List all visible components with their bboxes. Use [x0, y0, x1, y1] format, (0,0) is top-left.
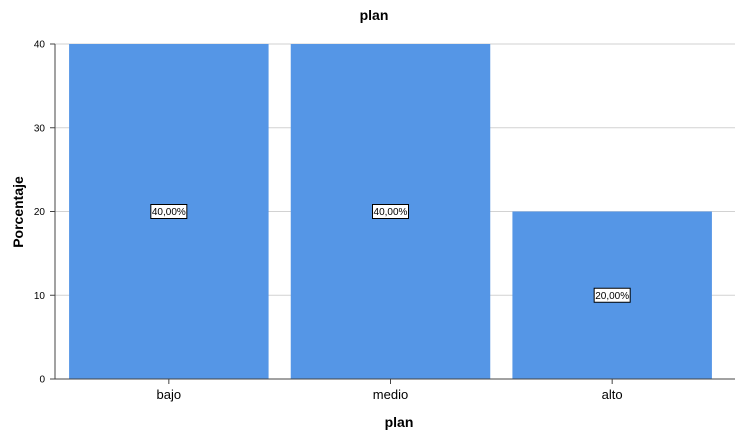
chart-title: plan	[360, 7, 389, 23]
data-label-text: 40,00%	[374, 207, 408, 218]
data-label: 20,00%	[593, 287, 631, 303]
y-axis-title: Porcentaje	[10, 176, 26, 248]
y-tick-label: 10	[34, 291, 46, 302]
data-label-box	[150, 204, 188, 219]
data-label-box	[593, 287, 631, 303]
data-label-text: 40,00%	[152, 207, 186, 218]
data-label: 40,00%	[372, 204, 409, 219]
x-axis-title: plan	[385, 414, 414, 430]
y-tick-label: 20	[34, 207, 46, 218]
y-tick-label: 40	[34, 40, 46, 51]
x-ticks: bajo medio alto	[157, 379, 623, 402]
y-ticks: 0 10 20 30 40	[34, 40, 55, 386]
data-label-box	[372, 204, 409, 219]
data-labels: 40,00% 40,00% 20,00%	[150, 204, 631, 303]
x-tick-label: medio	[373, 387, 408, 402]
x-tick-label: bajo	[157, 387, 182, 402]
y-tick-label: 30	[34, 123, 46, 134]
data-label: 40,00%	[150, 204, 188, 219]
data-label-text: 20,00%	[595, 291, 629, 302]
y-tick-label: 0	[39, 375, 45, 386]
x-tick-label: alto	[602, 387, 623, 402]
